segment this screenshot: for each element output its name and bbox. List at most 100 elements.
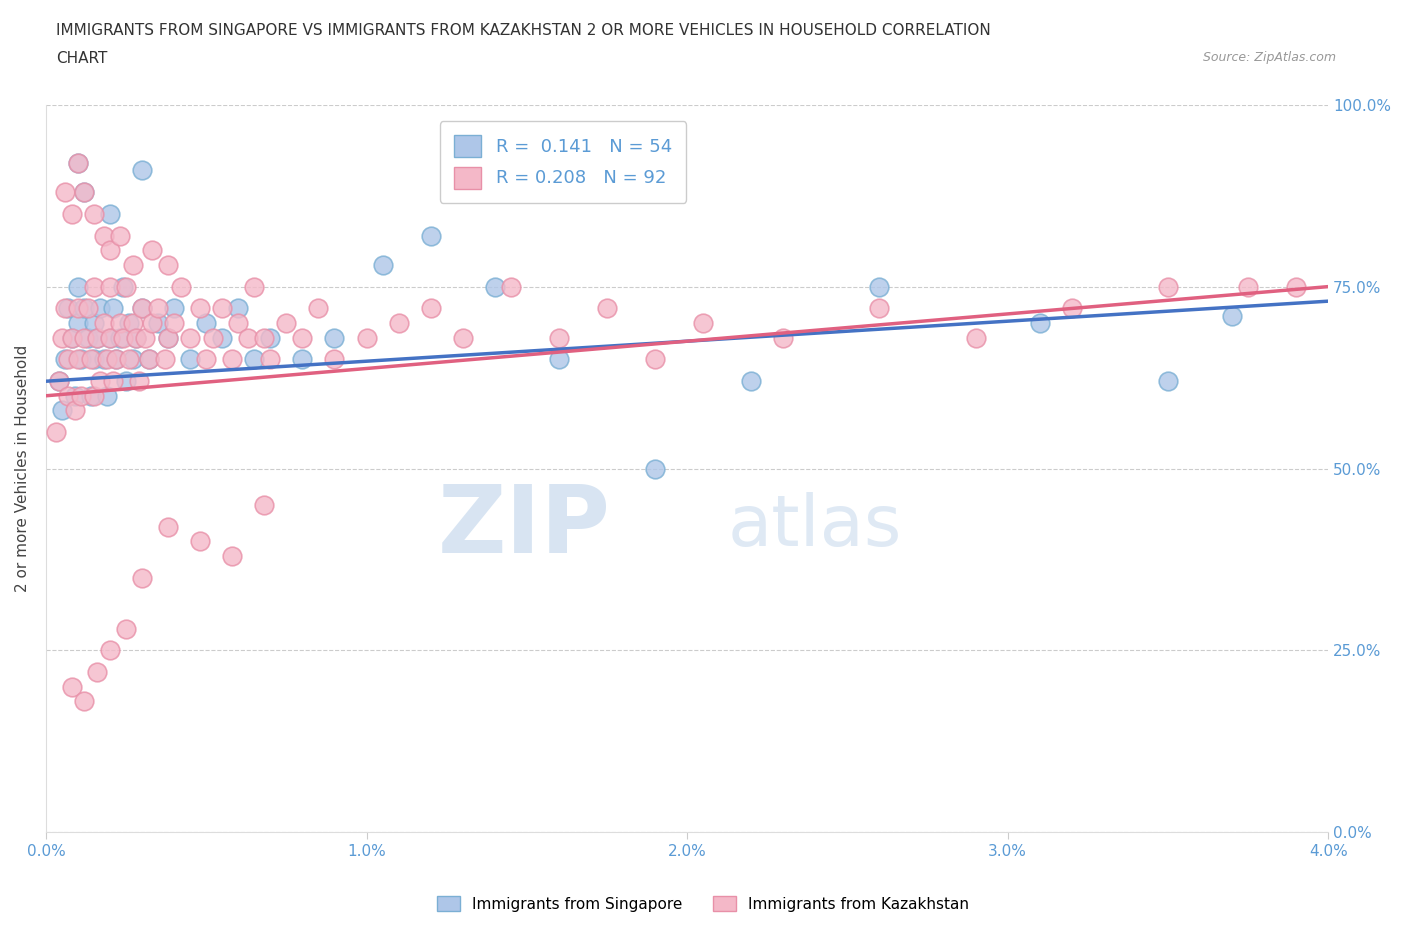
- Point: [253, 498, 276, 512]
- Point: [86, 665, 108, 680]
- Point: [236, 330, 259, 345]
- Point: [868, 279, 890, 294]
- Point: [291, 330, 314, 345]
- Point: [93, 352, 115, 366]
- Point: [387, 315, 409, 330]
- Text: ZIP: ZIP: [437, 481, 610, 573]
- Point: [163, 301, 186, 316]
- Point: [156, 330, 179, 345]
- Point: [80, 352, 103, 366]
- Point: [163, 315, 186, 330]
- Point: [307, 301, 329, 316]
- Point: [83, 352, 105, 366]
- Point: [356, 330, 378, 345]
- Point: [644, 352, 666, 366]
- Point: [125, 330, 148, 345]
- Point: [98, 643, 121, 658]
- Point: [66, 301, 89, 316]
- Point: [243, 352, 266, 366]
- Point: [83, 279, 105, 294]
- Point: [153, 352, 176, 366]
- Point: [80, 389, 103, 404]
- Point: [156, 519, 179, 534]
- Point: [221, 549, 243, 564]
- Point: [195, 315, 218, 330]
- Point: [131, 301, 153, 316]
- Point: [121, 315, 143, 330]
- Point: [63, 403, 86, 418]
- Legend: R =  0.141   N = 54, R = 0.208   N = 92: R = 0.141 N = 54, R = 0.208 N = 92: [440, 121, 686, 203]
- Point: [188, 534, 211, 549]
- Point: [323, 330, 346, 345]
- Point: [141, 243, 163, 258]
- Point: [201, 330, 224, 345]
- Point: [226, 301, 249, 316]
- Point: [93, 228, 115, 243]
- Point: [226, 315, 249, 330]
- Point: [111, 279, 134, 294]
- Point: [48, 374, 70, 389]
- Point: [103, 374, 125, 389]
- Point: [128, 374, 150, 389]
- Point: [484, 279, 506, 294]
- Point: [66, 279, 89, 294]
- Point: [103, 301, 125, 316]
- Point: [58, 352, 80, 366]
- Point: [138, 352, 160, 366]
- Point: [83, 389, 105, 404]
- Point: [53, 352, 76, 366]
- Point: [243, 279, 266, 294]
- Point: [73, 301, 96, 316]
- Point: [98, 243, 121, 258]
- Point: [131, 570, 153, 585]
- Point: [1237, 279, 1260, 294]
- Point: [772, 330, 794, 345]
- Point: [1028, 315, 1050, 330]
- Text: atlas: atlas: [728, 492, 903, 562]
- Point: [868, 301, 890, 316]
- Point: [86, 330, 108, 345]
- Point: [419, 301, 441, 316]
- Point: [66, 352, 89, 366]
- Point: [118, 315, 141, 330]
- Point: [105, 352, 128, 366]
- Point: [83, 315, 105, 330]
- Point: [121, 258, 143, 272]
- Point: [53, 301, 76, 316]
- Point: [96, 389, 118, 404]
- Point: [131, 163, 153, 178]
- Point: [141, 315, 163, 330]
- Point: [48, 374, 70, 389]
- Point: [73, 184, 96, 199]
- Point: [115, 279, 138, 294]
- Point: [63, 389, 86, 404]
- Legend: Immigrants from Singapore, Immigrants from Kazakhstan: Immigrants from Singapore, Immigrants fr…: [430, 889, 976, 918]
- Point: [644, 461, 666, 476]
- Point: [66, 155, 89, 170]
- Point: [125, 330, 148, 345]
- Point: [83, 206, 105, 221]
- Point: [179, 330, 201, 345]
- Point: [51, 330, 73, 345]
- Point: [692, 315, 714, 330]
- Point: [108, 315, 131, 330]
- Point: [323, 352, 346, 366]
- Point: [70, 389, 93, 404]
- Point: [131, 301, 153, 316]
- Point: [60, 680, 83, 695]
- Text: CHART: CHART: [56, 51, 108, 66]
- Point: [221, 352, 243, 366]
- Point: [93, 315, 115, 330]
- Point: [53, 184, 76, 199]
- Point: [51, 403, 73, 418]
- Point: [60, 330, 83, 345]
- Point: [89, 374, 111, 389]
- Point: [211, 301, 233, 316]
- Point: [276, 315, 298, 330]
- Point: [66, 315, 89, 330]
- Point: [98, 206, 121, 221]
- Point: [73, 330, 96, 345]
- Point: [111, 330, 134, 345]
- Point: [66, 155, 89, 170]
- Point: [1220, 308, 1243, 323]
